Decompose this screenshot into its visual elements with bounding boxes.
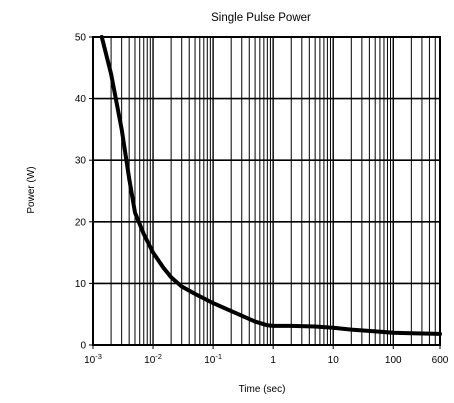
x-tick-label: 1 (270, 355, 276, 366)
y-tick-label: 0 (80, 341, 86, 352)
grid (92, 36, 441, 346)
x-tick-label: 10-1 (204, 352, 222, 366)
y-tick-label: 40 (75, 94, 87, 105)
x-tick-label: 10 (328, 355, 340, 366)
y-tick-label: 10 (75, 279, 87, 290)
x-tick-label: 10-3 (84, 352, 102, 366)
y-axis: 0 10 20 30 40 50 (75, 33, 93, 352)
x-axis: 10-3 10-2 10-1 1 10 100 600 (84, 345, 449, 366)
series-line-1 (99, 35, 442, 336)
chart-title: Single Pulse Power (211, 12, 311, 24)
y-tick-label: 50 (75, 33, 87, 44)
y-tick-label: 20 (75, 217, 87, 228)
x-tick-label: 600 (432, 355, 449, 366)
x-axis-label: Time (sec) (239, 384, 286, 395)
plot-frame (92, 36, 441, 346)
y-axis-label: Power (W) (26, 166, 37, 213)
y-tick-label: 30 (75, 156, 87, 167)
x-tick-label: 10-2 (144, 352, 162, 366)
series-group (99, 35, 442, 336)
x-tick-label: 100 (385, 355, 402, 366)
